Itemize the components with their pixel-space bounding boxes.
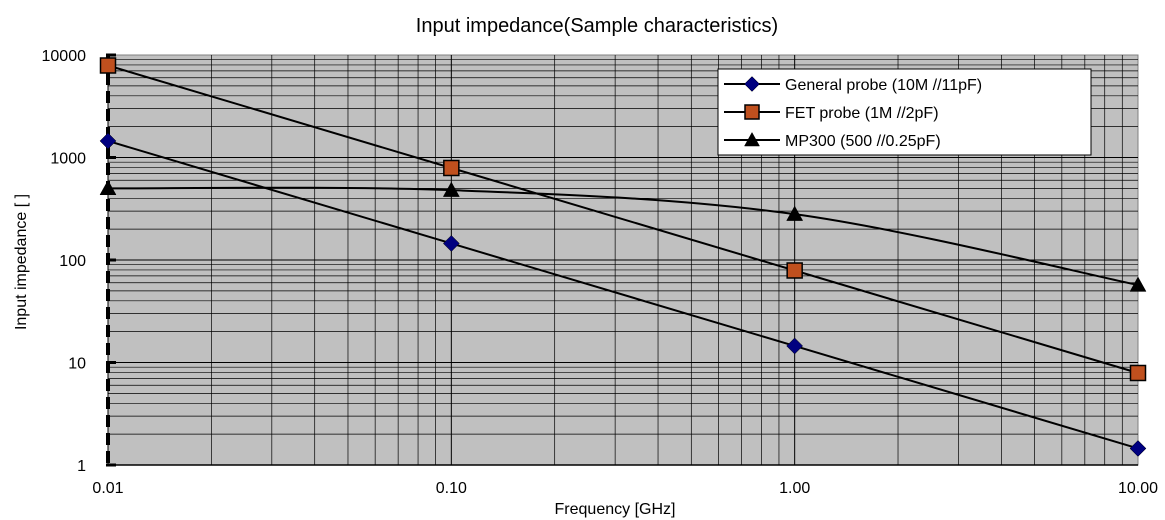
x-axis-title: Frequency [GHz]: [555, 501, 676, 518]
x-tick-label: 10.00: [1118, 480, 1158, 497]
legend-box: [717, 68, 1092, 156]
data-point: [786, 205, 804, 221]
series-line: [107, 186, 1139, 287]
series-1: [99, 132, 1147, 457]
x-tick-label: 0.01: [92, 480, 123, 497]
x-tick-labels: 0.01 0.10 1.00 10.00: [92, 480, 1158, 497]
series-layer: [99, 57, 1147, 457]
legend-label: MP300 (500 //0.25pF): [785, 133, 941, 150]
legend-label: FET probe (1M //2pF): [785, 105, 939, 122]
data-point: [1129, 364, 1147, 382]
x-tick-label: 0.10: [436, 480, 467, 497]
legend-item: MP300 (500 //0.25pF): [724, 131, 941, 150]
y-tick-labels: 1 10 100 1000 10000: [42, 48, 87, 475]
series-line: [107, 64, 1139, 374]
legend: General probe (10M //11pF) FET probe (1M …: [717, 68, 1092, 156]
axes: [106, 53, 1138, 467]
legend-label: General probe (10M //11pF): [785, 77, 982, 94]
x-tick-label: 1.00: [779, 480, 810, 497]
series-line: [107, 140, 1139, 450]
data-point: [442, 181, 460, 197]
y-tick-label: 10: [68, 356, 86, 373]
data-point: [786, 262, 803, 279]
y-tick-label: 100: [59, 253, 86, 270]
data-point: [443, 159, 460, 177]
legend-item: General probe (10M //11pF): [724, 76, 982, 94]
data-point: [99, 132, 117, 150]
legend-marker: [744, 76, 760, 92]
series-2: [99, 57, 1147, 382]
data-point: [99, 57, 117, 74]
data-point: [442, 235, 460, 252]
chart-title: Input impedance(Sample characteristics): [416, 15, 778, 37]
legend-item: FET probe (1M //2pF): [724, 104, 939, 122]
legend-marker: [744, 104, 760, 120]
y-tick-label: 10000: [42, 48, 87, 65]
legend-marker: [744, 131, 760, 147]
y-tick-label: 1000: [50, 151, 86, 168]
data-point: [1129, 276, 1147, 292]
data-point: [99, 179, 117, 196]
data-point: [1129, 440, 1147, 457]
series-3: [99, 179, 1147, 292]
y-axis-title: Input impedance [ ]: [13, 194, 30, 330]
y-tick-label: 1: [77, 458, 86, 475]
data-point: [786, 337, 804, 355]
